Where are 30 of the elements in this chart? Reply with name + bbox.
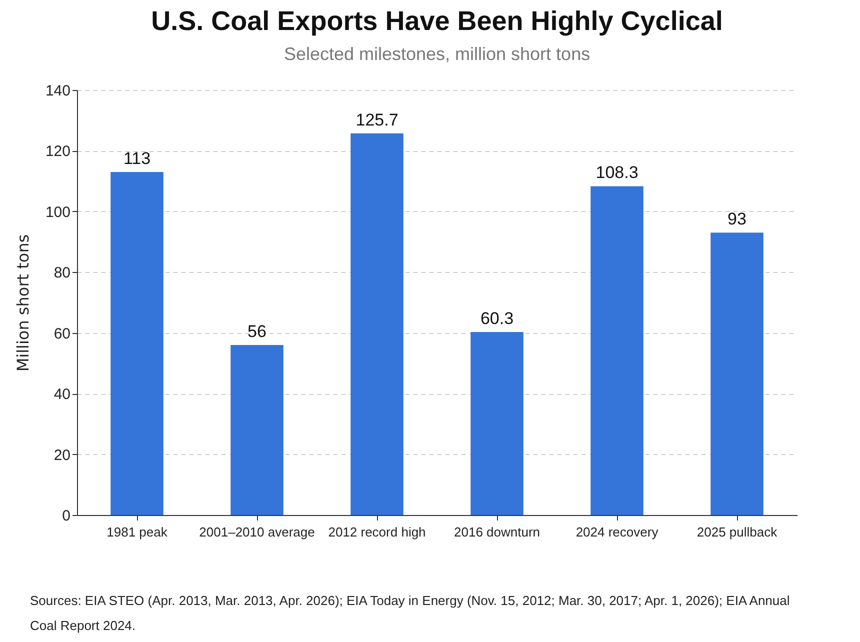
- bar: [230, 345, 284, 515]
- y-axis-title: Million short tons: [13, 234, 32, 372]
- x-tick-label: 2016 downturn: [454, 524, 540, 540]
- x-tick-label: 1981 peak: [106, 524, 168, 540]
- data-label: 56: [248, 322, 266, 341]
- x-tick-label: 2025 pullback: [696, 524, 778, 540]
- y-tick-label: 0: [62, 508, 70, 524]
- data-label: 93: [728, 210, 746, 229]
- bar: [590, 186, 644, 515]
- bar: [470, 332, 524, 515]
- y-tick-label: 40: [54, 386, 70, 404]
- bar: [350, 133, 404, 515]
- data-label: 125.7: [356, 110, 398, 130]
- x-tick-label: 2001–2010 average: [199, 524, 315, 540]
- bar: [710, 232, 764, 515]
- data-label: 108.3: [596, 163, 638, 182]
- y-tick-label: 80: [54, 264, 70, 282]
- source-note: Sources: EIA STEO (Apr. 2013, Mar. 2013, Apr. 2026); EIA Today in Energy (Nov. 15, 2012; Mar. 30, 2017; Apr. 1, 2026); EIA Annual Coal Report 2024.: [30, 592, 791, 635]
- data-label: 113: [123, 148, 151, 168]
- chart-subtitle: Selected milestones, million short tons: [284, 44, 590, 64]
- y-tick-label: 60: [54, 325, 70, 342]
- chart-title: U.S. Coal Exports Have Been Highly Cyclical: [151, 6, 723, 36]
- y-tick-label: 140: [45, 82, 70, 100]
- y-tick-label: 100: [45, 204, 70, 221]
- y-tick-label: 120: [45, 143, 70, 160]
- bar: [110, 172, 164, 515]
- y-tick-label: 20: [54, 446, 70, 464]
- data-label: 60.3: [480, 308, 514, 328]
- x-tick-label: 2024 recovery: [576, 524, 659, 540]
- x-tick-label: 2012 record high: [328, 524, 426, 540]
